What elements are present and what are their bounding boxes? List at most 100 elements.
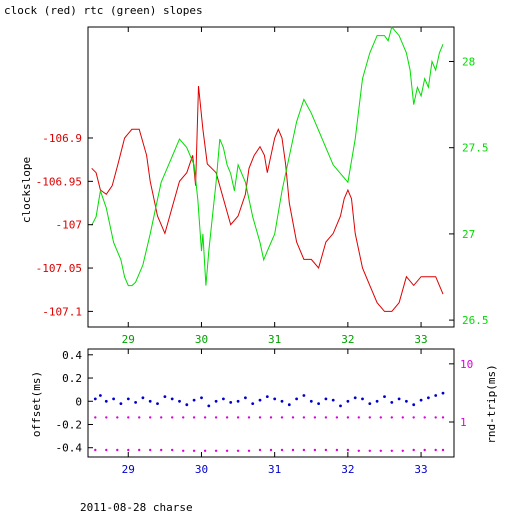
- offset-point: [368, 402, 372, 405]
- rndtrip-point: [269, 448, 273, 452]
- top-xtick-label: 31: [268, 333, 281, 346]
- rndtrip-point: [412, 416, 415, 419]
- rndtrip-point: [203, 449, 207, 452]
- rndtrip-point: [441, 448, 445, 452]
- top-y2tick-label: 26.5: [462, 314, 489, 327]
- top-ytick-label: -107.1: [42, 305, 82, 318]
- rndtrip-point: [258, 448, 262, 452]
- top-chart: 29 30 31 32 33 -106.9 -106.95 -107 -107.05 -107.1…: [20, 25, 489, 346]
- rndtrip-point: [434, 416, 437, 419]
- offset-point: [427, 396, 430, 400]
- offset-point: [141, 396, 145, 400]
- rndtrip-point: [335, 416, 339, 419]
- offset-point: [273, 397, 277, 401]
- offset-point: [324, 397, 328, 401]
- offset-point: [229, 401, 233, 404]
- offset-point: [353, 396, 357, 400]
- rndtrip-point: [192, 416, 196, 419]
- rndtrip-point: [346, 448, 350, 452]
- offset-point: [214, 399, 218, 403]
- offset-point: [258, 398, 262, 402]
- rndtrip-point: [149, 448, 152, 452]
- offset-point: [99, 394, 102, 397]
- rndtrip-point: [127, 416, 130, 419]
- offset-point: [280, 399, 284, 403]
- offset-point: [134, 401, 138, 404]
- top-xtick-label: 30: [195, 333, 208, 346]
- rndtrip-point: [138, 416, 141, 419]
- rndtrip-point: [280, 448, 284, 452]
- rndtrip-point: [346, 416, 350, 419]
- bottom-plot-frame: [87, 348, 455, 458]
- offset-point: [112, 397, 115, 401]
- bottom-xtick-label: 32: [341, 463, 354, 476]
- bottom-ytick-label: -0.4: [56, 442, 83, 455]
- rndtrip-point: [214, 416, 218, 419]
- offset-point: [302, 394, 306, 397]
- top-y2tick-label: 28: [462, 55, 475, 68]
- offset-point: [170, 397, 174, 401]
- top-xtick-label: 33: [414, 333, 427, 346]
- top-xtick-label: 29: [122, 333, 135, 346]
- top-plot-frame: [87, 26, 455, 328]
- rndtrip-point: [390, 449, 393, 452]
- rndtrip-point: [390, 416, 393, 419]
- rndtrip-point: [423, 448, 426, 452]
- rndtrip-point: [357, 416, 360, 419]
- rndtrip-point: [324, 448, 328, 452]
- offset-point: [309, 399, 313, 403]
- rndtrip-point: [94, 448, 97, 452]
- bottom-y2tick-label: 10: [460, 358, 473, 371]
- rndtrip-point: [324, 416, 328, 419]
- bottom-ytick-label: -0.2: [56, 418, 83, 431]
- rndtrip-point: [291, 416, 295, 419]
- rndtrip-point: [302, 448, 306, 452]
- top-ytick-label: -106.9: [42, 132, 82, 145]
- bottom-ytick-label: 0: [75, 395, 82, 408]
- offset-point: [156, 402, 159, 405]
- rndtrip-point: [225, 416, 229, 419]
- rndtrip-point: [214, 449, 218, 452]
- offset-point: [390, 401, 394, 404]
- bottom-ytick-label: 0.4: [62, 349, 82, 362]
- top-ylabel: clockslope: [20, 157, 33, 223]
- rndtrip-point: [357, 449, 360, 452]
- offset-point: [317, 402, 320, 405]
- rndtrip-point: [225, 449, 229, 452]
- offset-point: [244, 396, 247, 400]
- rndtrip-point: [127, 448, 130, 452]
- offset-point: [287, 403, 291, 407]
- bottom-xtick-label: 33: [414, 463, 427, 476]
- offset-point: [375, 399, 379, 403]
- rndtrip-point: [368, 416, 371, 419]
- top-ytick-label: -106.95: [36, 175, 82, 188]
- offset-point: [346, 399, 350, 403]
- rndtrip-point: [116, 416, 119, 419]
- offset-point: [383, 395, 386, 398]
- offset-point: [295, 397, 298, 401]
- offset-point: [419, 398, 423, 402]
- rndtrip-point: [269, 416, 273, 419]
- offset-point: [397, 397, 401, 401]
- offset-point: [192, 398, 196, 402]
- offset-point: [405, 399, 408, 403]
- rndtrip-point: [149, 416, 152, 419]
- offset-point: [265, 395, 269, 398]
- top-y2tick-label: 27.5: [462, 142, 489, 155]
- offset-point: [119, 402, 123, 405]
- rndtrip-point: [368, 449, 371, 452]
- rndtrip-point: [379, 449, 382, 452]
- bottom-y2label: rnd-trip(ms): [485, 364, 498, 443]
- offset-point: [104, 399, 108, 403]
- rndtrip-point: [335, 448, 339, 452]
- bottom-ylabel: offset(ms): [30, 371, 43, 437]
- rndtrip-point: [258, 416, 262, 419]
- bottom-xtick-label: 31: [268, 463, 281, 476]
- bottom-xtick-label: 30: [195, 463, 208, 476]
- rndtrip-point: [313, 448, 317, 452]
- rndtrip-point: [182, 416, 185, 419]
- offset-point: [434, 394, 438, 397]
- offset-point: [331, 398, 335, 402]
